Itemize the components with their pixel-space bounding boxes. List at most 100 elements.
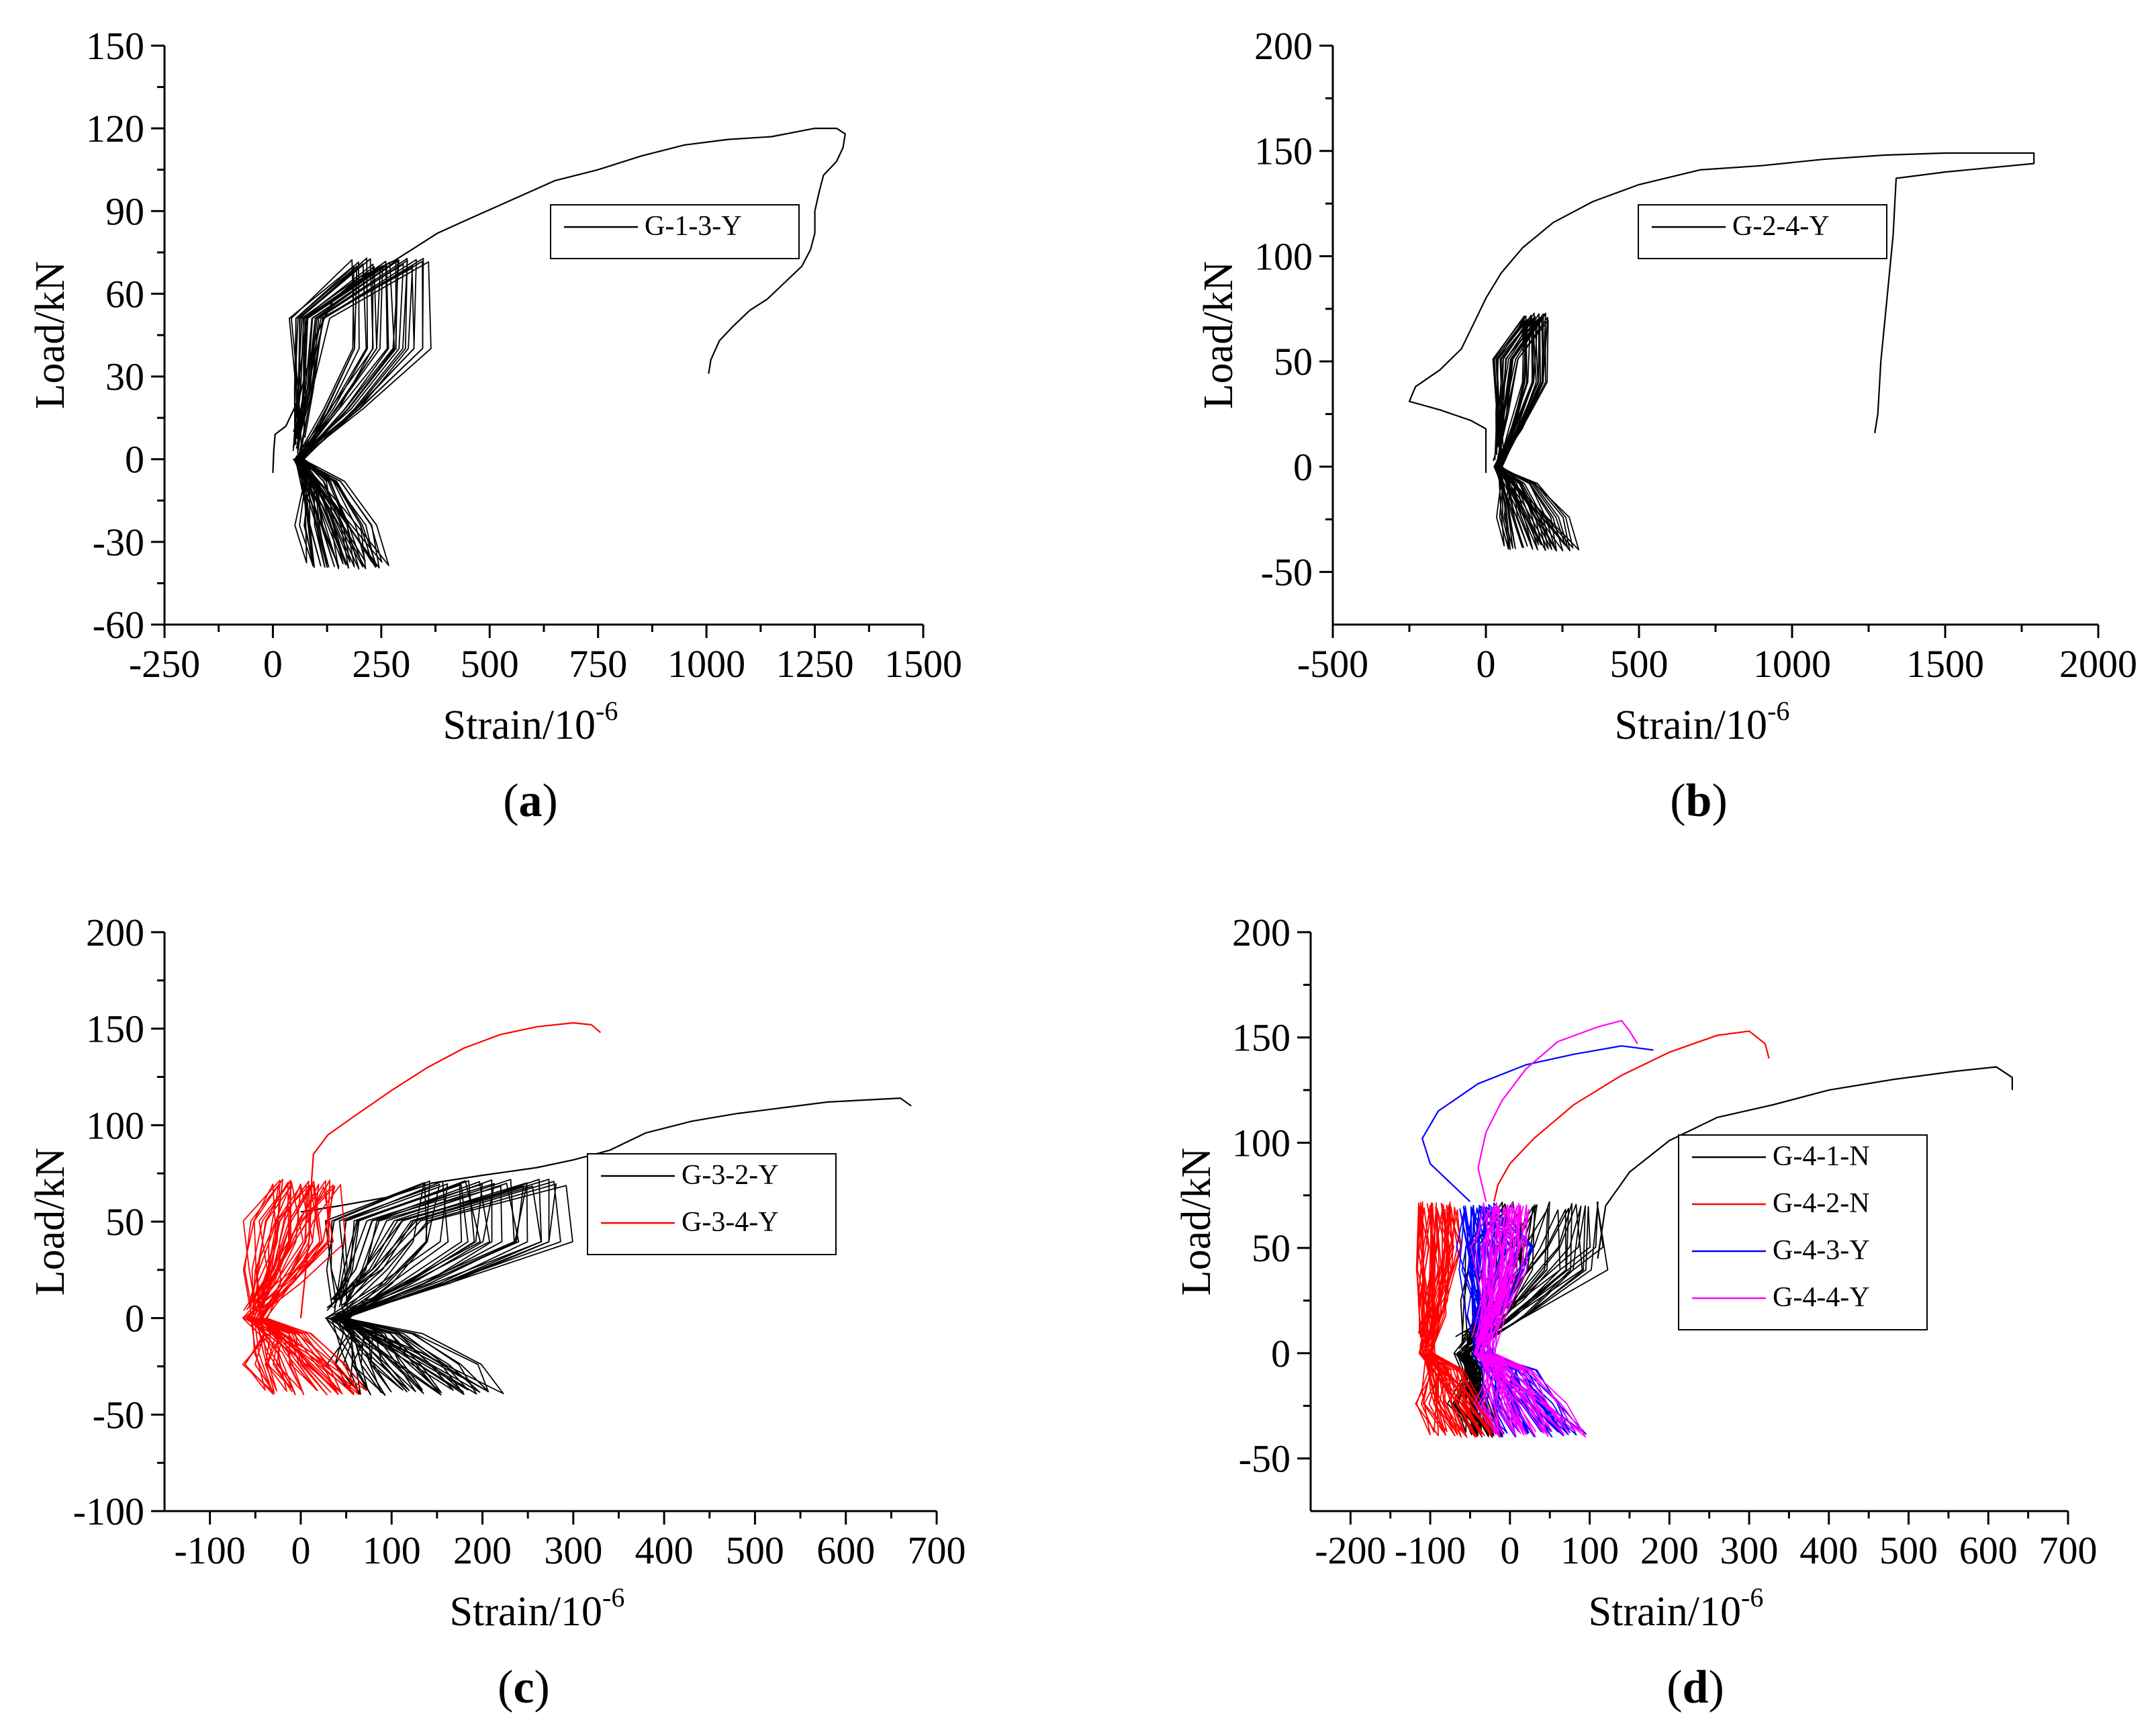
panel-label-paren: ) xyxy=(1712,775,1727,827)
hysteresis-loop xyxy=(327,1179,543,1393)
y-tick-label: -60 xyxy=(93,603,144,647)
x-tick-label: 250 xyxy=(352,642,410,686)
x-tick-label: 750 xyxy=(569,642,627,686)
y-tick-label: -50 xyxy=(1261,551,1313,594)
y-tick-label: 100 xyxy=(1254,234,1313,278)
hysteresis-loop xyxy=(332,1183,496,1394)
series-G-2-4-Y xyxy=(1408,152,2035,552)
x-tick-label: 500 xyxy=(461,642,519,686)
y-tick-label: 90 xyxy=(105,189,144,233)
hysteresis-loop xyxy=(246,1181,293,1392)
envelope-curve xyxy=(1421,1045,1654,1202)
y-tick-label: 150 xyxy=(1232,1016,1291,1060)
x-axis-label-exponent: -6 xyxy=(602,1582,624,1613)
panel-label: (c) xyxy=(498,1662,550,1713)
x-tick-label: 1000 xyxy=(667,642,745,686)
hysteresis-loop xyxy=(294,258,374,568)
series-G-3-2-Y xyxy=(300,1097,912,1396)
y-tick-label: -100 xyxy=(73,1490,144,1533)
x-tick-label: -100 xyxy=(174,1529,245,1572)
x-tick-label: 0 xyxy=(1477,642,1496,686)
legend: G-2-4-Y xyxy=(1638,204,1887,259)
y-tick-label: 60 xyxy=(105,272,144,316)
hysteresis-loop xyxy=(325,1183,483,1392)
y-tick-label: 50 xyxy=(1274,340,1313,383)
panel-label-paren: ) xyxy=(534,1662,550,1713)
legend: G-3-2-Y G-3-4-Y xyxy=(587,1153,837,1255)
plot-area xyxy=(1408,152,2035,552)
x-tick-label: 100 xyxy=(1560,1529,1619,1572)
y-tick-label: 150 xyxy=(1254,130,1313,173)
legend-label: G-4-3-Y xyxy=(1773,1235,1870,1266)
x-tick-label: 300 xyxy=(1720,1529,1779,1572)
panel-label: (a) xyxy=(503,775,558,827)
panel-label-letter: b xyxy=(1686,775,1712,827)
legend-label: G-4-1-N xyxy=(1773,1141,1870,1172)
hysteresis-loop xyxy=(1479,1206,1564,1435)
x-axis-label-base: Strain/10 xyxy=(443,702,596,748)
hysteresis-loop xyxy=(326,1180,430,1395)
hysteresis-loop xyxy=(326,1179,550,1395)
legend-box xyxy=(587,1153,837,1255)
y-axis-label: Load/kN xyxy=(28,261,73,409)
envelope-curve xyxy=(1477,1019,1638,1202)
legend-label: G-4-2-N xyxy=(1773,1188,1870,1219)
legend-box xyxy=(550,204,800,259)
x-tick-label: 0 xyxy=(291,1529,310,1572)
plot-area xyxy=(1415,1019,2013,1439)
chart-panel-c: -100 -50 0 50 100 150 200 -100 0 100 200 300 400 500 6… xyxy=(28,911,966,1713)
x-axis-label-exponent: -6 xyxy=(596,696,618,726)
hysteresis-loop xyxy=(298,261,432,566)
envelope-curve xyxy=(300,1097,912,1213)
x-tick-label: 400 xyxy=(635,1529,694,1572)
hysteresis-loop xyxy=(242,1181,304,1396)
hysteresis-loop xyxy=(1415,1201,1439,1437)
panel-label-letter: c xyxy=(513,1662,534,1713)
y-tick-label: 200 xyxy=(1254,24,1313,68)
x-tick-label: 700 xyxy=(908,1529,966,1572)
legend-label: G-3-4-Y xyxy=(682,1207,779,1238)
x-tick-label: 600 xyxy=(1959,1529,2018,1572)
x-tick-label: 1000 xyxy=(1753,642,1831,686)
x-tick-label: 0 xyxy=(263,642,283,686)
panel-label: (d) xyxy=(1667,1662,1724,1713)
x-axis-label-exponent: -6 xyxy=(1767,696,1789,726)
y-tick-label: 0 xyxy=(125,438,144,482)
hysteresis-loop xyxy=(243,1184,355,1396)
y-tick-label: 200 xyxy=(1232,911,1291,954)
x-tick-label: 600 xyxy=(816,1529,875,1572)
x-tick-label: -250 xyxy=(129,642,200,686)
legend-box xyxy=(1638,204,1887,259)
panel-label: (b) xyxy=(1670,775,1728,827)
x-tick-label: 1500 xyxy=(1906,642,1984,686)
hysteresis-loop xyxy=(245,1185,359,1391)
hysteresis-loop xyxy=(1493,319,1580,551)
x-tick-label: 0 xyxy=(1500,1529,1519,1572)
envelope-curve xyxy=(299,1022,602,1318)
y-tick-label: 0 xyxy=(1271,1332,1291,1375)
x-tick-label: 500 xyxy=(726,1529,784,1572)
hysteresis-loop xyxy=(1416,1207,1446,1436)
x-tick-label: 200 xyxy=(453,1529,512,1572)
y-tick-label: 50 xyxy=(105,1200,144,1244)
panel-label-paren: ) xyxy=(1708,1662,1724,1713)
x-tick-label: 200 xyxy=(1640,1529,1699,1572)
y-tick-label: 120 xyxy=(86,107,144,150)
x-axis-label-base: Strain/10 xyxy=(1615,702,1767,748)
legend-label: G-3-2-Y xyxy=(682,1160,779,1191)
series-G-3-4-Y xyxy=(242,1022,602,1396)
panel-label-paren: ( xyxy=(503,775,518,827)
x-tick-label: 1500 xyxy=(884,642,962,686)
hysteresis-loop xyxy=(294,263,367,567)
x-axis-label-base: Strain/10 xyxy=(450,1589,602,1635)
y-tick-label: 30 xyxy=(105,355,144,399)
series-G-1-3-Y xyxy=(272,128,846,570)
x-tick-label: 500 xyxy=(1610,642,1669,686)
x-axis-label: Strain/10-6 xyxy=(450,1582,625,1635)
legend-label: G-4-4-Y xyxy=(1773,1282,1870,1313)
legend-box xyxy=(1678,1134,1928,1330)
panel-label-letter: d xyxy=(1683,1662,1709,1713)
x-axis-label-base: Strain/10 xyxy=(1589,1589,1741,1635)
hysteresis-loop xyxy=(295,261,424,563)
